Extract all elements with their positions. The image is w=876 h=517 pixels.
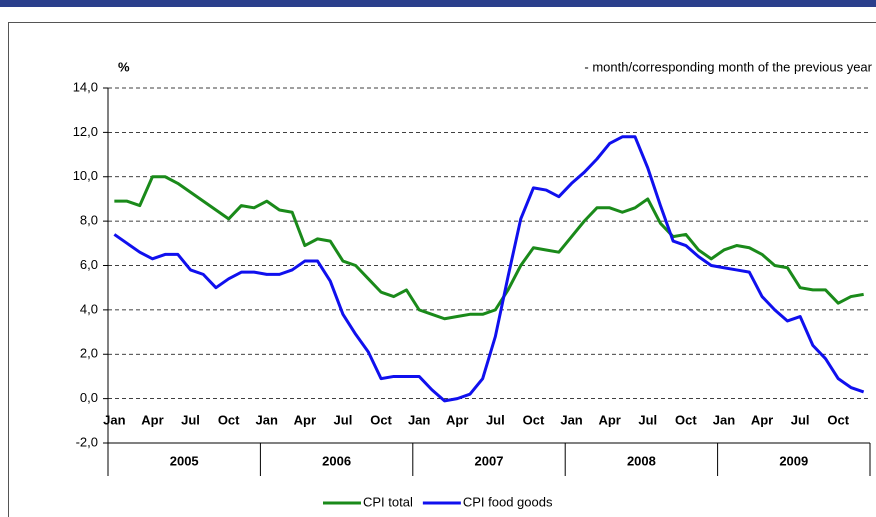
x-tick-label: Jan xyxy=(560,412,582,427)
x-tick-label: Jul xyxy=(791,412,810,427)
subtitle: - month/corresponding month of the previ… xyxy=(584,59,872,74)
x-tick-label: Oct xyxy=(523,412,545,427)
legend-label: CPI food goods xyxy=(463,494,553,509)
y-tick-label: 14,0 xyxy=(73,79,98,94)
x-tick-label: Jan xyxy=(713,412,735,427)
x-tick-label: Jul xyxy=(638,412,657,427)
x-tick-label: Jan xyxy=(103,412,125,427)
x-tick-label: Jul xyxy=(334,412,353,427)
x-tick-label: Apr xyxy=(598,412,620,427)
x-tick-label: Oct xyxy=(218,412,240,427)
year-label: 2007 xyxy=(475,453,504,468)
chart-frame xyxy=(8,22,876,517)
legend-label: CPI total xyxy=(363,494,413,509)
y-tick-label: 0,0 xyxy=(80,390,98,405)
x-tick-label: Jul xyxy=(486,412,505,427)
y-tick-label: 4,0 xyxy=(80,301,98,316)
x-tick-label: Apr xyxy=(751,412,773,427)
x-tick-label: Oct xyxy=(827,412,849,427)
x-tick-label: Jan xyxy=(256,412,278,427)
x-tick-label: Jul xyxy=(181,412,200,427)
top-band xyxy=(0,0,876,7)
y-tick-label: 6,0 xyxy=(80,257,98,272)
y-tick-label: 2,0 xyxy=(80,346,98,361)
y-tick-label: -2,0 xyxy=(76,434,98,449)
x-tick-label: Apr xyxy=(141,412,163,427)
y-tick-label: 8,0 xyxy=(80,213,98,228)
year-label: 2006 xyxy=(322,453,351,468)
series-line xyxy=(114,175,864,321)
y-tick-label: 10,0 xyxy=(73,168,98,183)
x-tick-label: Apr xyxy=(294,412,316,427)
year-label: 2005 xyxy=(170,453,199,468)
x-tick-label: Oct xyxy=(370,412,392,427)
unit-label: % xyxy=(118,59,130,74)
y-tick-label: 12,0 xyxy=(73,124,98,139)
year-label: 2008 xyxy=(627,453,656,468)
x-tick-label: Jan xyxy=(408,412,430,427)
year-label: 2009 xyxy=(779,453,808,468)
x-tick-label: Oct xyxy=(675,412,697,427)
x-tick-label: Apr xyxy=(446,412,468,427)
series-line xyxy=(113,135,865,403)
